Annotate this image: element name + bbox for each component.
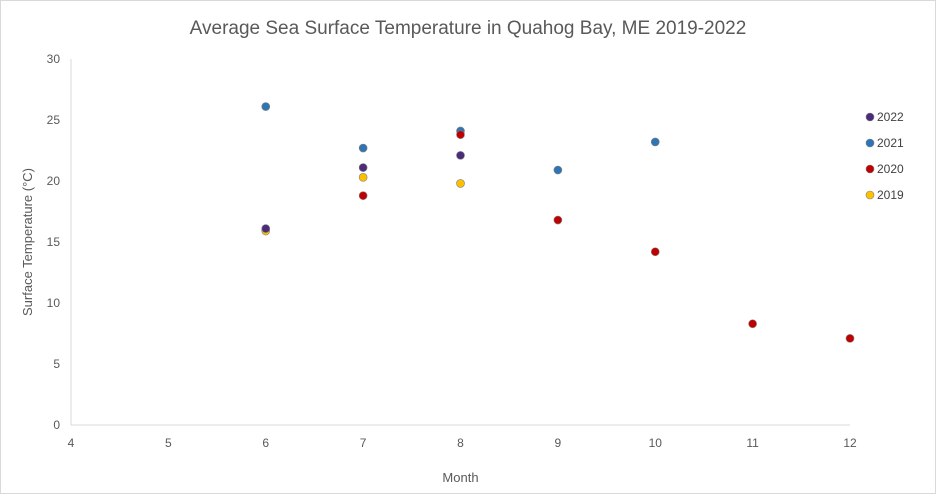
legend-label-2021: 2021	[877, 136, 904, 150]
x-tick-label: 6	[262, 436, 269, 450]
chart-title: Average Sea Surface Temperature in Quaho…	[190, 18, 747, 39]
x-tick-label: 8	[457, 436, 464, 450]
legend-marker-2021	[865, 138, 875, 148]
legend-label-2019: 2019	[877, 188, 904, 202]
y-tick-label: 30	[47, 52, 61, 66]
data-point-2022	[456, 151, 465, 160]
y-tick-label: 10	[47, 296, 61, 310]
legend-item-2020: 2020	[865, 162, 904, 176]
legend: 2022 2021 2020 2019	[865, 110, 904, 202]
data-point-2021	[358, 143, 368, 153]
legend-item-2019: 2019	[865, 188, 904, 202]
x-tick-label: 10	[649, 436, 663, 450]
data-point-2020	[650, 247, 660, 257]
data-point-2020	[845, 334, 855, 343]
data-point-2020	[748, 319, 757, 329]
x-tick-label: 11	[746, 436, 759, 450]
y-tick-label: 15	[47, 235, 61, 249]
x-tick-label: 5	[165, 436, 172, 450]
y-tick-label: 0	[53, 418, 60, 432]
x-tick-label: 12	[843, 436, 857, 450]
x-tick-label: 7	[360, 436, 367, 450]
x-tick-label: 9	[555, 436, 562, 450]
legend-label-2022: 2022	[877, 110, 904, 124]
y-tick-label: 25	[47, 113, 61, 127]
data-point-2020	[456, 130, 465, 139]
data-point-2021	[261, 102, 271, 111]
legend-marker-2022	[865, 112, 875, 122]
data-point-2020	[358, 191, 368, 200]
data-point-2022	[358, 163, 368, 172]
legend-item-2021: 2021	[865, 136, 904, 150]
data-point-2022	[261, 224, 271, 233]
data-point-2021	[553, 165, 563, 175]
data-point-2019	[456, 179, 465, 188]
legend-marker-2020	[865, 164, 875, 174]
y-tick-labels: 0 5 10 15 20 25 30	[47, 52, 61, 432]
y-tick-label: 5	[53, 357, 60, 371]
data-point-2020	[553, 215, 563, 225]
legend-label-2020: 2020	[877, 162, 904, 176]
legend-item-2022: 2022	[865, 110, 904, 124]
x-tick-label: 4	[68, 436, 75, 450]
data-points	[261, 102, 855, 343]
legend-marker-2019	[865, 190, 875, 200]
x-tick-labels: 4 5 6 7 8 9 10 11 12	[68, 436, 857, 450]
data-point-2021	[650, 137, 660, 147]
y-tick-label: 20	[47, 174, 61, 188]
y-axis-title: Surface Temperature (°C)	[20, 168, 35, 316]
data-point-2019	[358, 173, 368, 182]
x-axis-title: Month	[442, 470, 478, 485]
